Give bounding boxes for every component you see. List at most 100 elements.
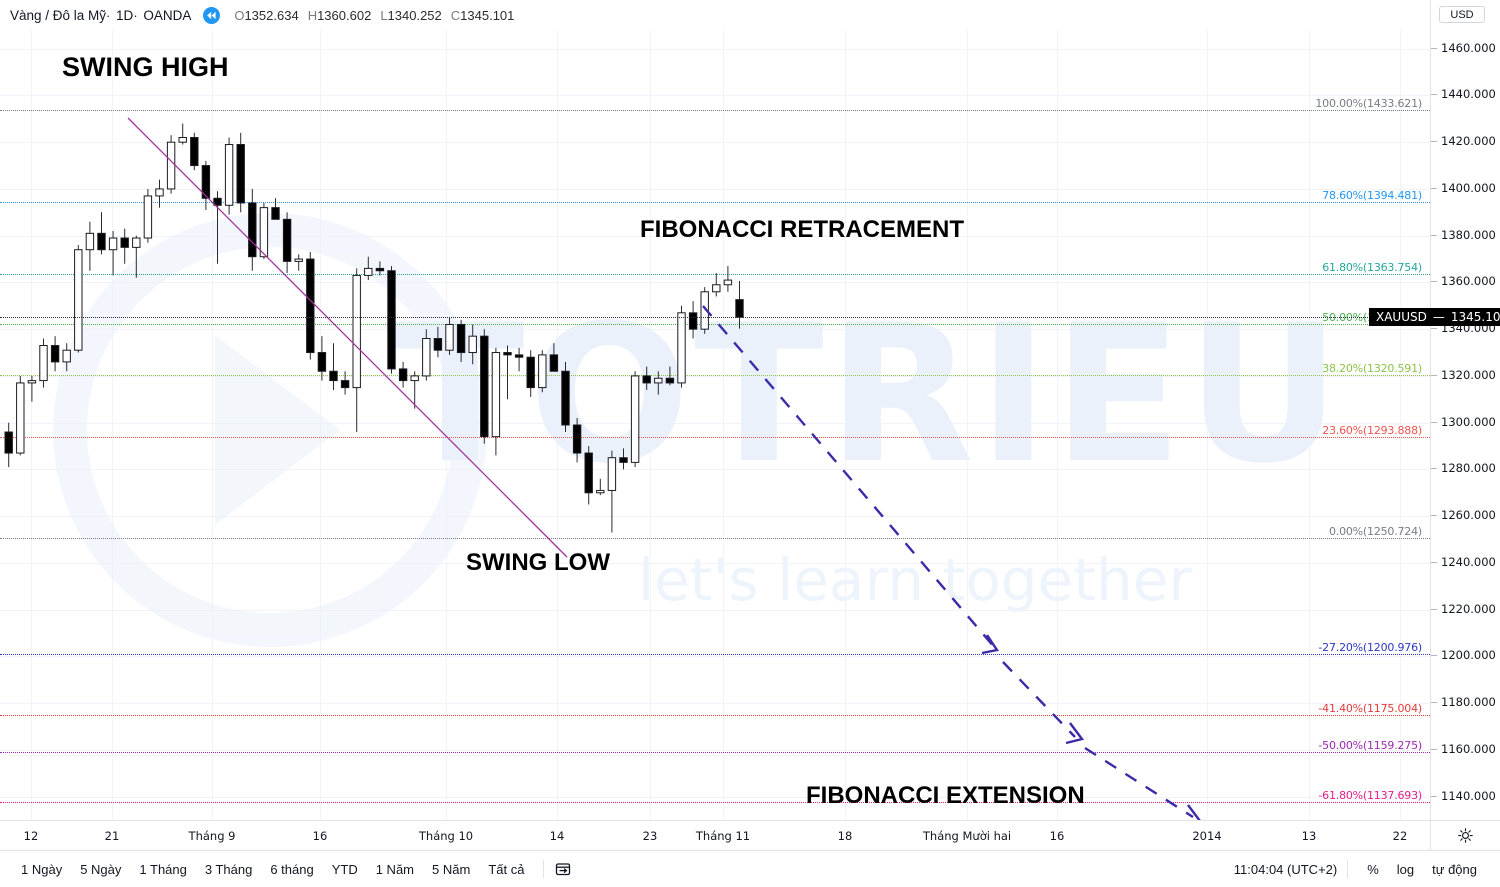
- candle: [584, 446, 593, 505]
- chart-settings-icon[interactable]: [1430, 820, 1500, 850]
- range-buttons: 1 Ngày 5 Ngày 1 Tháng 3 Tháng 6 tháng YTD 1 Nă…: [0, 858, 572, 881]
- rewind-icon[interactable]: [203, 6, 221, 24]
- time-tick: Tháng 11: [695, 829, 751, 843]
- price-tick: 1140.000: [1431, 789, 1500, 803]
- interval-label[interactable]: 1D: [116, 7, 134, 23]
- candle: [688, 301, 698, 339]
- candle: [433, 326, 443, 358]
- time-axis[interactable]: 12 21 Tháng 9 16 Tháng 10 14 23 Tháng 11 18 Tháng…: [0, 820, 1430, 850]
- current-price-badge: XAUUSD — 1345.101: [1369, 308, 1500, 327]
- candle: [456, 319, 466, 362]
- grid-layer: [0, 30, 1430, 820]
- candle: [352, 268, 361, 433]
- candle: [410, 371, 419, 409]
- fib-level-line: [0, 374, 1430, 376]
- candle: [259, 202, 269, 260]
- price-tick: 1220.000: [1431, 602, 1500, 616]
- gridline-vertical: [31, 30, 32, 820]
- ohlc-h: H1360.602: [307, 7, 372, 23]
- price-axis[interactable]: USD XAUUSD — 1345.101 1460.000 1440.000 14…: [1369, 0, 1500, 850]
- price-tick: 1460.000: [1431, 41, 1500, 55]
- time-tick: 21: [104, 829, 120, 843]
- candle: [364, 256, 373, 281]
- candle: [375, 261, 385, 276]
- candle: [468, 324, 477, 365]
- candle: [248, 188, 257, 271]
- candle: [27, 375, 37, 402]
- range-button[interactable]: 5 Ngày: [71, 858, 130, 881]
- chart-header: Vàng / Đô la Mỹ · 1D · OANDA O1352.634 H1…: [10, 6, 515, 24]
- candle: [190, 132, 199, 171]
- candle: [50, 336, 60, 372]
- gridline-vertical: [967, 30, 968, 820]
- date-range-icon[interactable]: [554, 860, 572, 878]
- gridline-vertical: [845, 30, 846, 820]
- price-tick: 1200.000: [1431, 648, 1500, 662]
- projection-arrowheads: [981, 634, 1201, 820]
- candle: [422, 329, 431, 381]
- scale-option-button[interactable]: log: [1388, 858, 1423, 881]
- candle: [16, 375, 25, 456]
- currency-badge[interactable]: USD: [1439, 6, 1485, 23]
- fib-level-line: [0, 714, 1430, 716]
- clock-label[interactable]: 11:04:04 (UTC+2): [1233, 861, 1338, 877]
- fib-level-label: 38.20%(1320.591): [1322, 361, 1422, 375]
- range-button[interactable]: 1 Tháng: [130, 858, 195, 881]
- candlestick-series: [0, 30, 1430, 820]
- candle: [677, 305, 686, 388]
- candle: [654, 371, 663, 395]
- annotation-fibonacci-extension: FIBONACCI EXTENSION: [806, 782, 1085, 809]
- fib-level-label: -61.80%(1137.693): [1318, 789, 1422, 803]
- gridline-vertical: [557, 30, 558, 820]
- gridline-horizontal: [0, 188, 1430, 190]
- symbol-title[interactable]: Vàng / Đô la Mỹ: [10, 7, 107, 23]
- candle: [85, 221, 95, 271]
- fib-level-label: 78.60%(1394.481): [1322, 188, 1422, 202]
- gridline-vertical: [1207, 30, 1208, 820]
- range-button[interactable]: Tất cả: [479, 858, 533, 881]
- candle: [549, 343, 559, 372]
- scale-option-button[interactable]: %: [1358, 858, 1388, 881]
- ohlc-l: L1340.252: [380, 7, 442, 23]
- price-tick: 1180.000: [1431, 695, 1500, 709]
- toolbar-divider: [543, 860, 545, 878]
- fib-level-label: 61.80%(1363.754): [1322, 260, 1422, 274]
- chart-plot-area[interactable]: TOTRIEU let's learn together 100.00%(143…: [0, 30, 1430, 820]
- range-button[interactable]: 1 Ngày: [12, 858, 71, 881]
- annotation-swing-low: SWING LOW: [466, 549, 610, 576]
- gridline-horizontal: [0, 749, 1430, 751]
- candle: [596, 478, 605, 496]
- candle: [132, 235, 141, 278]
- candle: [538, 350, 547, 393]
- candle: [282, 212, 292, 274]
- gridline-horizontal: [0, 282, 1430, 284]
- gridline-horizontal: [0, 422, 1430, 424]
- gridline-horizontal: [0, 48, 1430, 50]
- range-button[interactable]: YTD: [323, 858, 367, 881]
- candle: [155, 179, 164, 208]
- candle: [74, 245, 83, 353]
- range-button[interactable]: 3 Tháng: [196, 858, 261, 881]
- trendline: [127, 117, 568, 558]
- range-button[interactable]: 5 Năm: [423, 858, 479, 881]
- range-button[interactable]: 1 Năm: [367, 858, 423, 881]
- time-tick: 14: [549, 829, 565, 843]
- candle: [491, 347, 501, 456]
- candle: [201, 160, 211, 210]
- gridline-vertical: [1309, 30, 1310, 820]
- annotations-layer: SWING HIGH FIBONACCI RETRACEMENT SWING LOW…: [0, 30, 1430, 820]
- range-button[interactable]: 6 tháng: [261, 858, 322, 881]
- time-tick: Tháng Mười hai: [922, 829, 1012, 843]
- time-tick: 18: [837, 829, 853, 843]
- candle: [723, 266, 733, 292]
- price-tick: 1320.000: [1431, 368, 1500, 382]
- candle: [526, 350, 535, 397]
- candle: [561, 361, 570, 433]
- ohlc-c: C1345.101: [450, 7, 515, 23]
- scale-option-button[interactable]: tự động: [1423, 858, 1486, 881]
- price-badge-symbol: XAUUSD: [1376, 310, 1427, 325]
- candle: [329, 343, 338, 390]
- exchange-label[interactable]: OANDA: [143, 7, 192, 23]
- time-tick: Tháng 10: [418, 829, 474, 843]
